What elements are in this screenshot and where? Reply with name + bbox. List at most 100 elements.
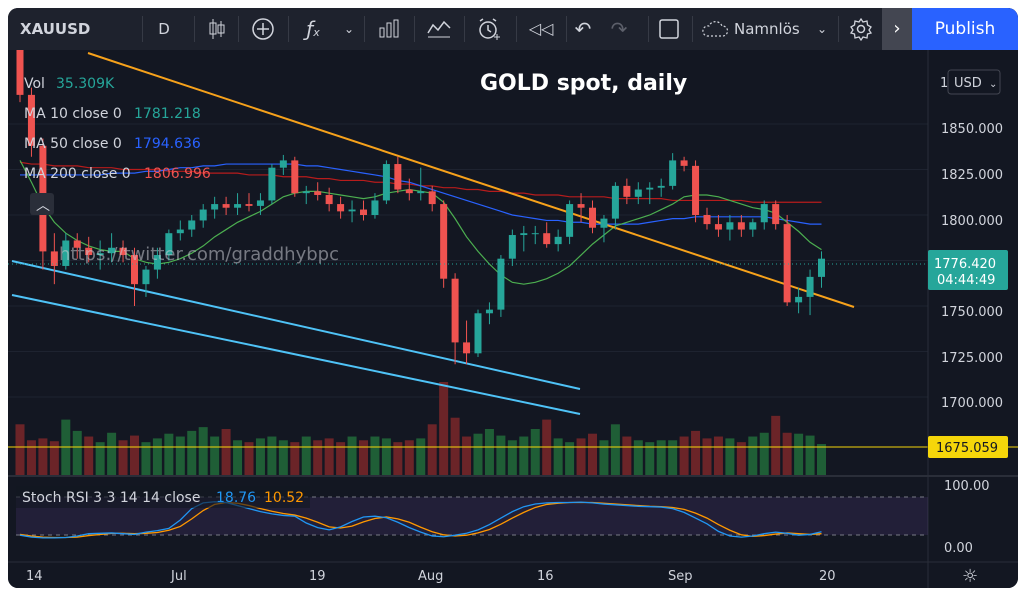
candle-body (50, 251, 58, 266)
redo-icon[interactable]: ↷ (610, 17, 628, 41)
stoch-legend-bg (16, 486, 310, 508)
candle-body (222, 204, 230, 208)
ma50-legend-label: MA 50 close 0 (24, 136, 122, 152)
candle-body (772, 204, 780, 225)
volume-bar (576, 438, 586, 476)
time-tick: 20 (819, 569, 836, 584)
time-tick: Sep (668, 569, 693, 584)
volume-bar (496, 435, 506, 476)
candle-style-icon[interactable] (200, 8, 234, 50)
volume-bar (404, 440, 414, 476)
alarm-clock-icon[interactable] (472, 8, 506, 50)
interval-selector[interactable]: D (158, 20, 170, 38)
toolbar-divider (142, 16, 143, 42)
candle-body (382, 164, 390, 201)
time-tick: 14 (26, 569, 43, 584)
fullscreen-square-icon[interactable] (652, 8, 686, 50)
candle-body (142, 269, 150, 285)
orange-trendline[interactable] (87, 52, 855, 308)
volume-bar (542, 419, 552, 476)
stoch-k-line (19, 501, 822, 539)
candle-body (268, 167, 276, 201)
publish-button[interactable]: Publish (912, 8, 1018, 50)
candle-body (818, 258, 825, 277)
chevron-down-icon[interactable]: ⌄ (343, 22, 355, 36)
candle-body (85, 247, 93, 256)
candle-body (485, 309, 493, 314)
drawn-trendlines[interactable] (11, 52, 855, 415)
time-axis[interactable]: 14 Jul 19 Aug 16 Sep 20 ☼ (8, 561, 1018, 587)
volume-bar (313, 440, 323, 476)
symbol-search[interactable]: XAUUSD (20, 20, 91, 38)
chart-properties-icon[interactable] (422, 8, 456, 50)
candle-body (611, 185, 619, 219)
candle-body (428, 191, 436, 205)
toolbar-divider (238, 16, 239, 42)
replay-rewind-icon[interactable]: ◁◁ (528, 19, 554, 38)
stoch-d-line (19, 501, 822, 539)
volume-bar (427, 424, 437, 476)
candle-body (783, 224, 791, 303)
price-scale[interactable]: 1 USD ⌄ 1850.000 1825.000 1800.000 1750.… (927, 50, 1008, 588)
currency-selector[interactable] (947, 69, 1001, 95)
stoch-legend-label: Stoch RSI 3 3 14 14 close (22, 490, 200, 506)
volume-bar (393, 442, 403, 476)
volume-bar (817, 444, 826, 476)
chevron-down-icon[interactable]: ⌄ (816, 22, 828, 36)
volume-bar (599, 440, 609, 476)
gear-icon[interactable]: ☼ (962, 566, 978, 587)
chart-canvas[interactable]: https://twitter.com/graddhybpc GOLD spot… (8, 50, 1018, 588)
volume-bar (61, 419, 71, 476)
candle-body (531, 233, 539, 235)
volume-bar (72, 430, 82, 476)
toolbar-divider (364, 16, 365, 42)
candle-body (73, 240, 81, 248)
chevron-right-icon[interactable]: › (882, 8, 912, 50)
ma10-legend-value: 1781.218 (134, 106, 201, 122)
volume-bar (359, 440, 368, 476)
templates-bar-icon[interactable] (372, 8, 406, 50)
volume-bar (290, 442, 300, 476)
candle-body (680, 160, 688, 166)
candle-body (314, 191, 322, 195)
collapse-legend-button[interactable] (30, 193, 54, 215)
ma50-legend-value: 1794.636 (134, 136, 201, 152)
currency-label[interactable]: USD (954, 76, 982, 91)
vol-legend-label: Vol (24, 76, 45, 92)
volume-bar (324, 438, 334, 476)
toolbar-divider (838, 16, 839, 42)
layout-name[interactable]: Namnlös (734, 20, 800, 38)
top-toolbar: XAUUSD D ƒx ⌄ ◁◁ ↶ ↷ (8, 8, 1018, 51)
channel-lower-line[interactable] (11, 294, 581, 415)
chevron-down-icon[interactable]: ⌄ (989, 79, 997, 90)
candle-body (119, 247, 127, 256)
chart-window: XAUUSD D ƒx ⌄ ◁◁ ↶ ↷ (8, 8, 1018, 588)
volume-bar (633, 440, 643, 476)
gear-icon[interactable] (844, 8, 878, 50)
volume-bar (622, 436, 632, 476)
toolbar-divider (566, 16, 567, 42)
chart-title: GOLD spot, daily (480, 71, 687, 96)
volume-bar (301, 436, 311, 476)
candle-body (451, 278, 459, 343)
vol-legend-value: 35.309K (56, 76, 115, 92)
candle-body (153, 255, 161, 270)
volume-bar (679, 436, 689, 476)
chevron-up-icon[interactable]: ︿ (36, 198, 50, 214)
last-price-value: 1776.420 (934, 257, 996, 272)
candle-body (737, 222, 745, 230)
candle-body (508, 235, 516, 259)
undo-icon[interactable]: ↶ (574, 17, 592, 41)
price-scale-mode[interactable]: 1 (940, 76, 948, 91)
toolbar-divider (692, 16, 693, 42)
volume-bar (759, 432, 769, 476)
candle-body (543, 233, 551, 245)
candle-body (16, 50, 24, 95)
candle-body (188, 220, 196, 230)
compare-plus-icon[interactable] (246, 8, 280, 50)
channel-upper-line[interactable] (11, 260, 581, 390)
indicators-fx-icon[interactable]: ƒx (306, 17, 320, 41)
volume-bar (691, 430, 701, 476)
toolbar-divider (194, 16, 195, 42)
volume-bar (416, 438, 426, 476)
